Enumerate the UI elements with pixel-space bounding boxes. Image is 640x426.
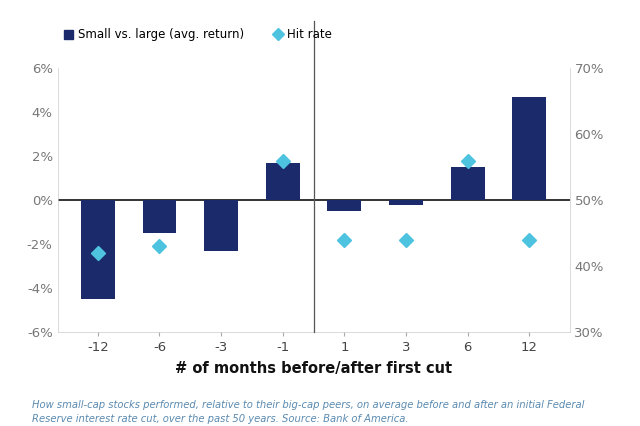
X-axis label: # of months before/after first cut: # of months before/after first cut bbox=[175, 361, 452, 376]
Bar bbox=[451, 167, 484, 200]
Legend: Small vs. large (avg. return), Hit rate: Small vs. large (avg. return), Hit rate bbox=[63, 28, 332, 41]
Text: How small-cap stocks performed, relative to their big-cap peers, on average befo: How small-cap stocks performed, relative… bbox=[32, 400, 584, 424]
Bar bbox=[389, 200, 423, 204]
Bar bbox=[328, 200, 362, 211]
Bar bbox=[81, 200, 115, 299]
Bar bbox=[513, 97, 547, 200]
Bar bbox=[266, 163, 300, 200]
Bar bbox=[143, 200, 177, 233]
Bar bbox=[204, 200, 238, 251]
